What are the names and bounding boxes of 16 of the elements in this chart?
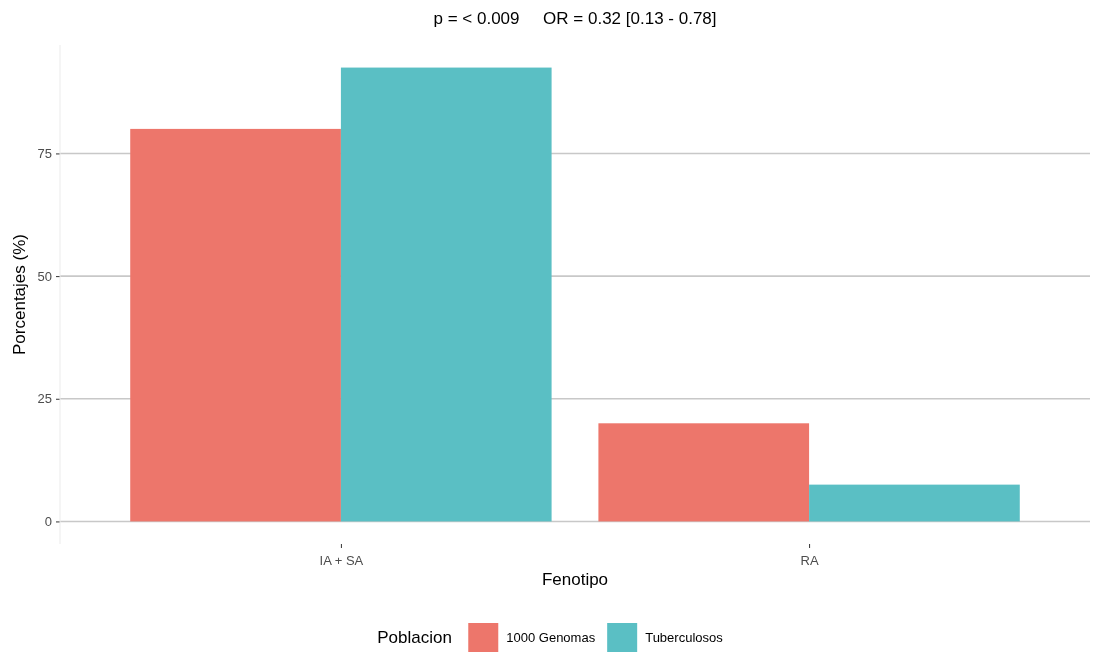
x-axis-title: Fenotipo bbox=[541, 570, 609, 589]
bar bbox=[130, 128, 341, 522]
legend-label: Tuberculosos bbox=[645, 630, 724, 645]
bar bbox=[340, 67, 552, 522]
y-tick-label: 75 bbox=[37, 146, 52, 162]
x-tick-label: IA + SA bbox=[319, 553, 364, 569]
bar bbox=[809, 484, 1020, 522]
legend-label: 1000 Genomas bbox=[506, 630, 596, 645]
y-tick-label: 0 bbox=[44, 514, 52, 530]
y-tick-label: 50 bbox=[37, 268, 52, 284]
y-axis-title: Porcentajes (%) bbox=[10, 234, 29, 355]
y-tick-label: 25 bbox=[37, 391, 52, 407]
legend-title: Poblacion bbox=[377, 628, 452, 647]
x-tick-label: RA bbox=[800, 553, 819, 569]
chart-title: p = < 0.009 OR = 0.32 [0.13 - 0.78] bbox=[433, 9, 717, 28]
bar bbox=[598, 423, 810, 522]
